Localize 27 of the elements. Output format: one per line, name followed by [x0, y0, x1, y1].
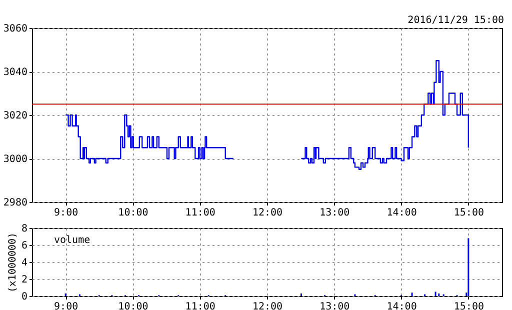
- x-tick-label: 11:00: [185, 208, 216, 218]
- x-tick-label: 13:00: [320, 302, 350, 310]
- y-tick-label: 2980: [3, 198, 28, 208]
- y-tick-label: 3000: [3, 154, 28, 165]
- x-tick-label: 13:00: [320, 208, 350, 218]
- x-tick-label: 10:00: [118, 208, 148, 218]
- x-tick-label: 14:00: [386, 208, 417, 218]
- x-tick-label: 15:00: [454, 302, 484, 310]
- x-tick-label: 9:00: [54, 208, 78, 218]
- text: 2016/11/29 15:00: [408, 15, 504, 26]
- x-tick-label: 11:00: [185, 302, 216, 310]
- y-tick-label: 0: [21, 292, 28, 302]
- x-tick-label: 12:00: [252, 302, 283, 310]
- y-tick-label: 4: [21, 258, 28, 268]
- y-tick-label: 3060: [3, 24, 28, 34]
- y-tick-label: 6: [21, 240, 28, 252]
- x-tick-label: 10:00: [118, 302, 148, 310]
- y-tick-label: 2: [21, 274, 28, 286]
- text: volume: [54, 235, 90, 246]
- y-tick-label: 3020: [3, 110, 28, 122]
- x-tick-label: 12:00: [252, 208, 283, 218]
- x-tick-label: 14:00: [386, 302, 417, 310]
- y-tick-label: 3040: [3, 67, 28, 78]
- y-axis-title: (x1000000): [7, 232, 18, 293]
- x-tick-label: 9:00: [54, 302, 78, 310]
- x-tick-label: 15:00: [454, 208, 484, 218]
- y-tick-label: 8: [21, 224, 28, 234]
